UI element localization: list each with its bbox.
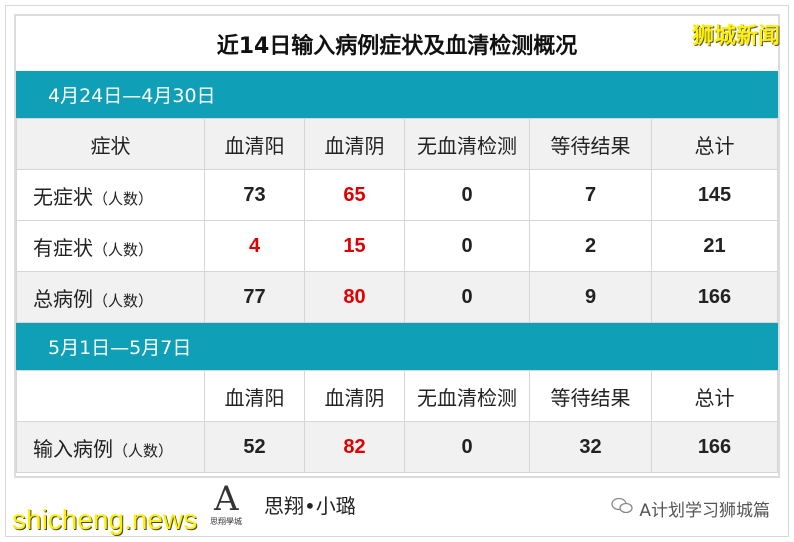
- header-cell: 总计: [651, 370, 778, 422]
- cell: 52: [204, 421, 305, 473]
- cell: 32: [529, 421, 652, 473]
- cell: 0: [404, 271, 530, 323]
- row-label: 无症状（人数）: [16, 169, 205, 221]
- cell: 0: [404, 169, 530, 221]
- header-row: 血清阳 血清阴 无血清检测 等待结果 总计: [16, 370, 778, 422]
- cell: 21: [651, 220, 778, 272]
- row-label: 输入病例（人数）: [16, 421, 205, 473]
- logo: A: [214, 479, 239, 519]
- cell: 7: [529, 169, 652, 221]
- header-row: 症状 血清阳 血清阴 无血清检测 等待结果 总计: [16, 118, 778, 170]
- cell: 65: [304, 169, 405, 221]
- header-cell: 血清阳: [204, 370, 305, 422]
- header-cell: 血清阳: [204, 118, 305, 170]
- watermark-bottom: shicheng.news: [12, 504, 198, 535]
- table-section-2: 血清阳 血清阴 无血清检测 等待结果 总计 输入病例（人数） 52 82 0 3…: [16, 370, 778, 473]
- table-row: 输入病例（人数） 52 82 0 32 166: [16, 421, 778, 473]
- cell: 15: [304, 220, 405, 272]
- signature: 思翔•小璐: [264, 494, 356, 518]
- table-row: 总病例（人数） 77 80 0 9 166: [16, 271, 778, 323]
- table-row: 无症状（人数） 73 65 0 7 145: [16, 169, 778, 221]
- header-cell: 无血清检测: [404, 370, 530, 422]
- row-label: 有症状（人数）: [16, 220, 205, 272]
- page-title: 近14日输入病例症状及血清检测概况: [216, 33, 578, 59]
- cell: 166: [651, 421, 778, 473]
- header-cell: 等待结果: [529, 118, 652, 170]
- header-cell: 血清阴: [304, 118, 405, 170]
- cell: 9: [529, 271, 652, 323]
- cell: 80: [304, 271, 405, 323]
- header-cell: 无血清检测: [404, 118, 530, 170]
- cell: 82: [304, 421, 405, 473]
- cell: 4: [204, 220, 305, 272]
- account-credit: A计划学习狮城篇: [611, 496, 770, 521]
- cell: 77: [204, 271, 305, 323]
- table-section-1: 症状 血清阳 血清阴 无血清检测 等待结果 总计 无症状（人数） 73 65 0…: [16, 118, 778, 323]
- period-band-1: 4月24日—4月30日: [16, 71, 778, 118]
- cell: 0: [404, 421, 530, 473]
- footer: A 思翔學城 思翔•小璐 A计划学习狮城篇: [14, 480, 780, 532]
- row-label: 总病例（人数）: [16, 271, 205, 323]
- watermark-top: 狮城新闻: [691, 24, 780, 49]
- cell: 0: [404, 220, 530, 272]
- header-cell: 等待结果: [529, 370, 652, 422]
- table-row: 有症状（人数） 4 15 0 2 21: [16, 220, 778, 272]
- logo-subtext: 思翔學城: [210, 517, 242, 526]
- wechat-icon: [611, 497, 634, 520]
- cell: 166: [651, 271, 778, 323]
- header-cell: 总计: [651, 118, 778, 170]
- header-cell: 血清阴: [304, 370, 405, 422]
- cell: 2: [529, 220, 652, 272]
- account-name: A计划学习狮城篇: [639, 501, 770, 521]
- cell: 145: [651, 169, 778, 221]
- summary-card: 近14日输入病例症状及血清检测概况 4月24日—4月30日 症状 血清阳 血清阴…: [14, 14, 780, 478]
- period-band-2: 5月1日—5月7日: [16, 323, 778, 370]
- header-cell: [16, 370, 205, 422]
- header-cell: 症状: [16, 118, 205, 170]
- cell: 73: [204, 169, 305, 221]
